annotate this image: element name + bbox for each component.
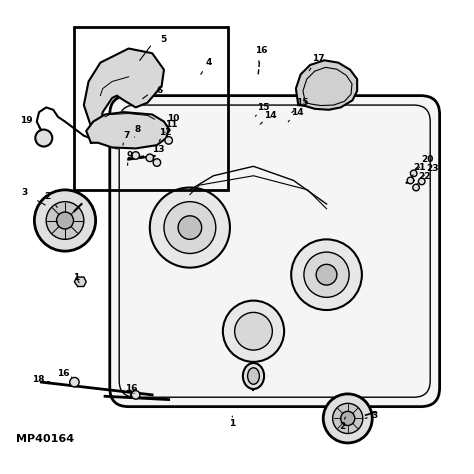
Text: MP40164: MP40164 (16, 434, 73, 444)
FancyBboxPatch shape (110, 96, 439, 407)
Circle shape (407, 177, 414, 184)
Text: 12: 12 (159, 128, 172, 137)
Text: 5: 5 (160, 35, 167, 44)
Text: 16: 16 (57, 369, 70, 378)
Circle shape (56, 212, 73, 229)
Polygon shape (84, 48, 164, 133)
Circle shape (304, 252, 349, 297)
Text: 10: 10 (167, 114, 180, 123)
Text: 6: 6 (156, 86, 163, 95)
Text: 11: 11 (165, 120, 177, 129)
Text: 20: 20 (422, 155, 434, 164)
Text: 3: 3 (21, 188, 27, 197)
Circle shape (153, 159, 161, 166)
Circle shape (150, 188, 230, 268)
Text: 16: 16 (255, 46, 268, 55)
Bar (74, 27, 228, 190)
Circle shape (46, 201, 84, 239)
Ellipse shape (243, 363, 264, 389)
Circle shape (291, 239, 362, 310)
Ellipse shape (247, 368, 259, 384)
Circle shape (235, 312, 273, 350)
Circle shape (178, 216, 201, 239)
Circle shape (323, 394, 372, 443)
Circle shape (333, 403, 363, 434)
Text: 8: 8 (135, 125, 141, 134)
Circle shape (316, 264, 337, 285)
Polygon shape (86, 112, 169, 148)
Text: 7: 7 (123, 131, 129, 140)
Circle shape (165, 137, 173, 144)
Text: 13: 13 (152, 146, 164, 155)
Text: 19: 19 (19, 116, 32, 125)
Circle shape (146, 154, 154, 162)
Text: 14: 14 (264, 111, 276, 120)
Circle shape (410, 170, 417, 177)
Circle shape (131, 391, 140, 399)
Text: 3: 3 (372, 410, 378, 419)
Circle shape (419, 178, 425, 185)
Polygon shape (74, 277, 86, 286)
Text: 15: 15 (256, 103, 269, 112)
Circle shape (132, 152, 139, 159)
Text: 2: 2 (339, 422, 345, 431)
Polygon shape (296, 60, 357, 110)
Circle shape (341, 411, 355, 426)
Text: 16: 16 (125, 384, 137, 393)
Text: 1: 1 (73, 273, 79, 282)
Circle shape (35, 190, 96, 251)
Text: 18: 18 (32, 375, 45, 384)
Text: 2: 2 (45, 192, 51, 201)
Circle shape (70, 377, 79, 387)
Text: 15: 15 (296, 98, 308, 107)
Text: 22: 22 (418, 172, 431, 181)
Text: 1: 1 (229, 419, 236, 428)
Text: 9: 9 (127, 152, 133, 161)
Text: 4: 4 (206, 58, 212, 67)
Text: 21: 21 (414, 163, 426, 172)
Circle shape (36, 129, 52, 146)
Text: 23: 23 (426, 164, 439, 173)
Circle shape (413, 184, 419, 191)
Text: 14: 14 (291, 108, 304, 117)
Circle shape (223, 301, 284, 362)
Circle shape (164, 201, 216, 254)
Text: 17: 17 (312, 55, 324, 64)
